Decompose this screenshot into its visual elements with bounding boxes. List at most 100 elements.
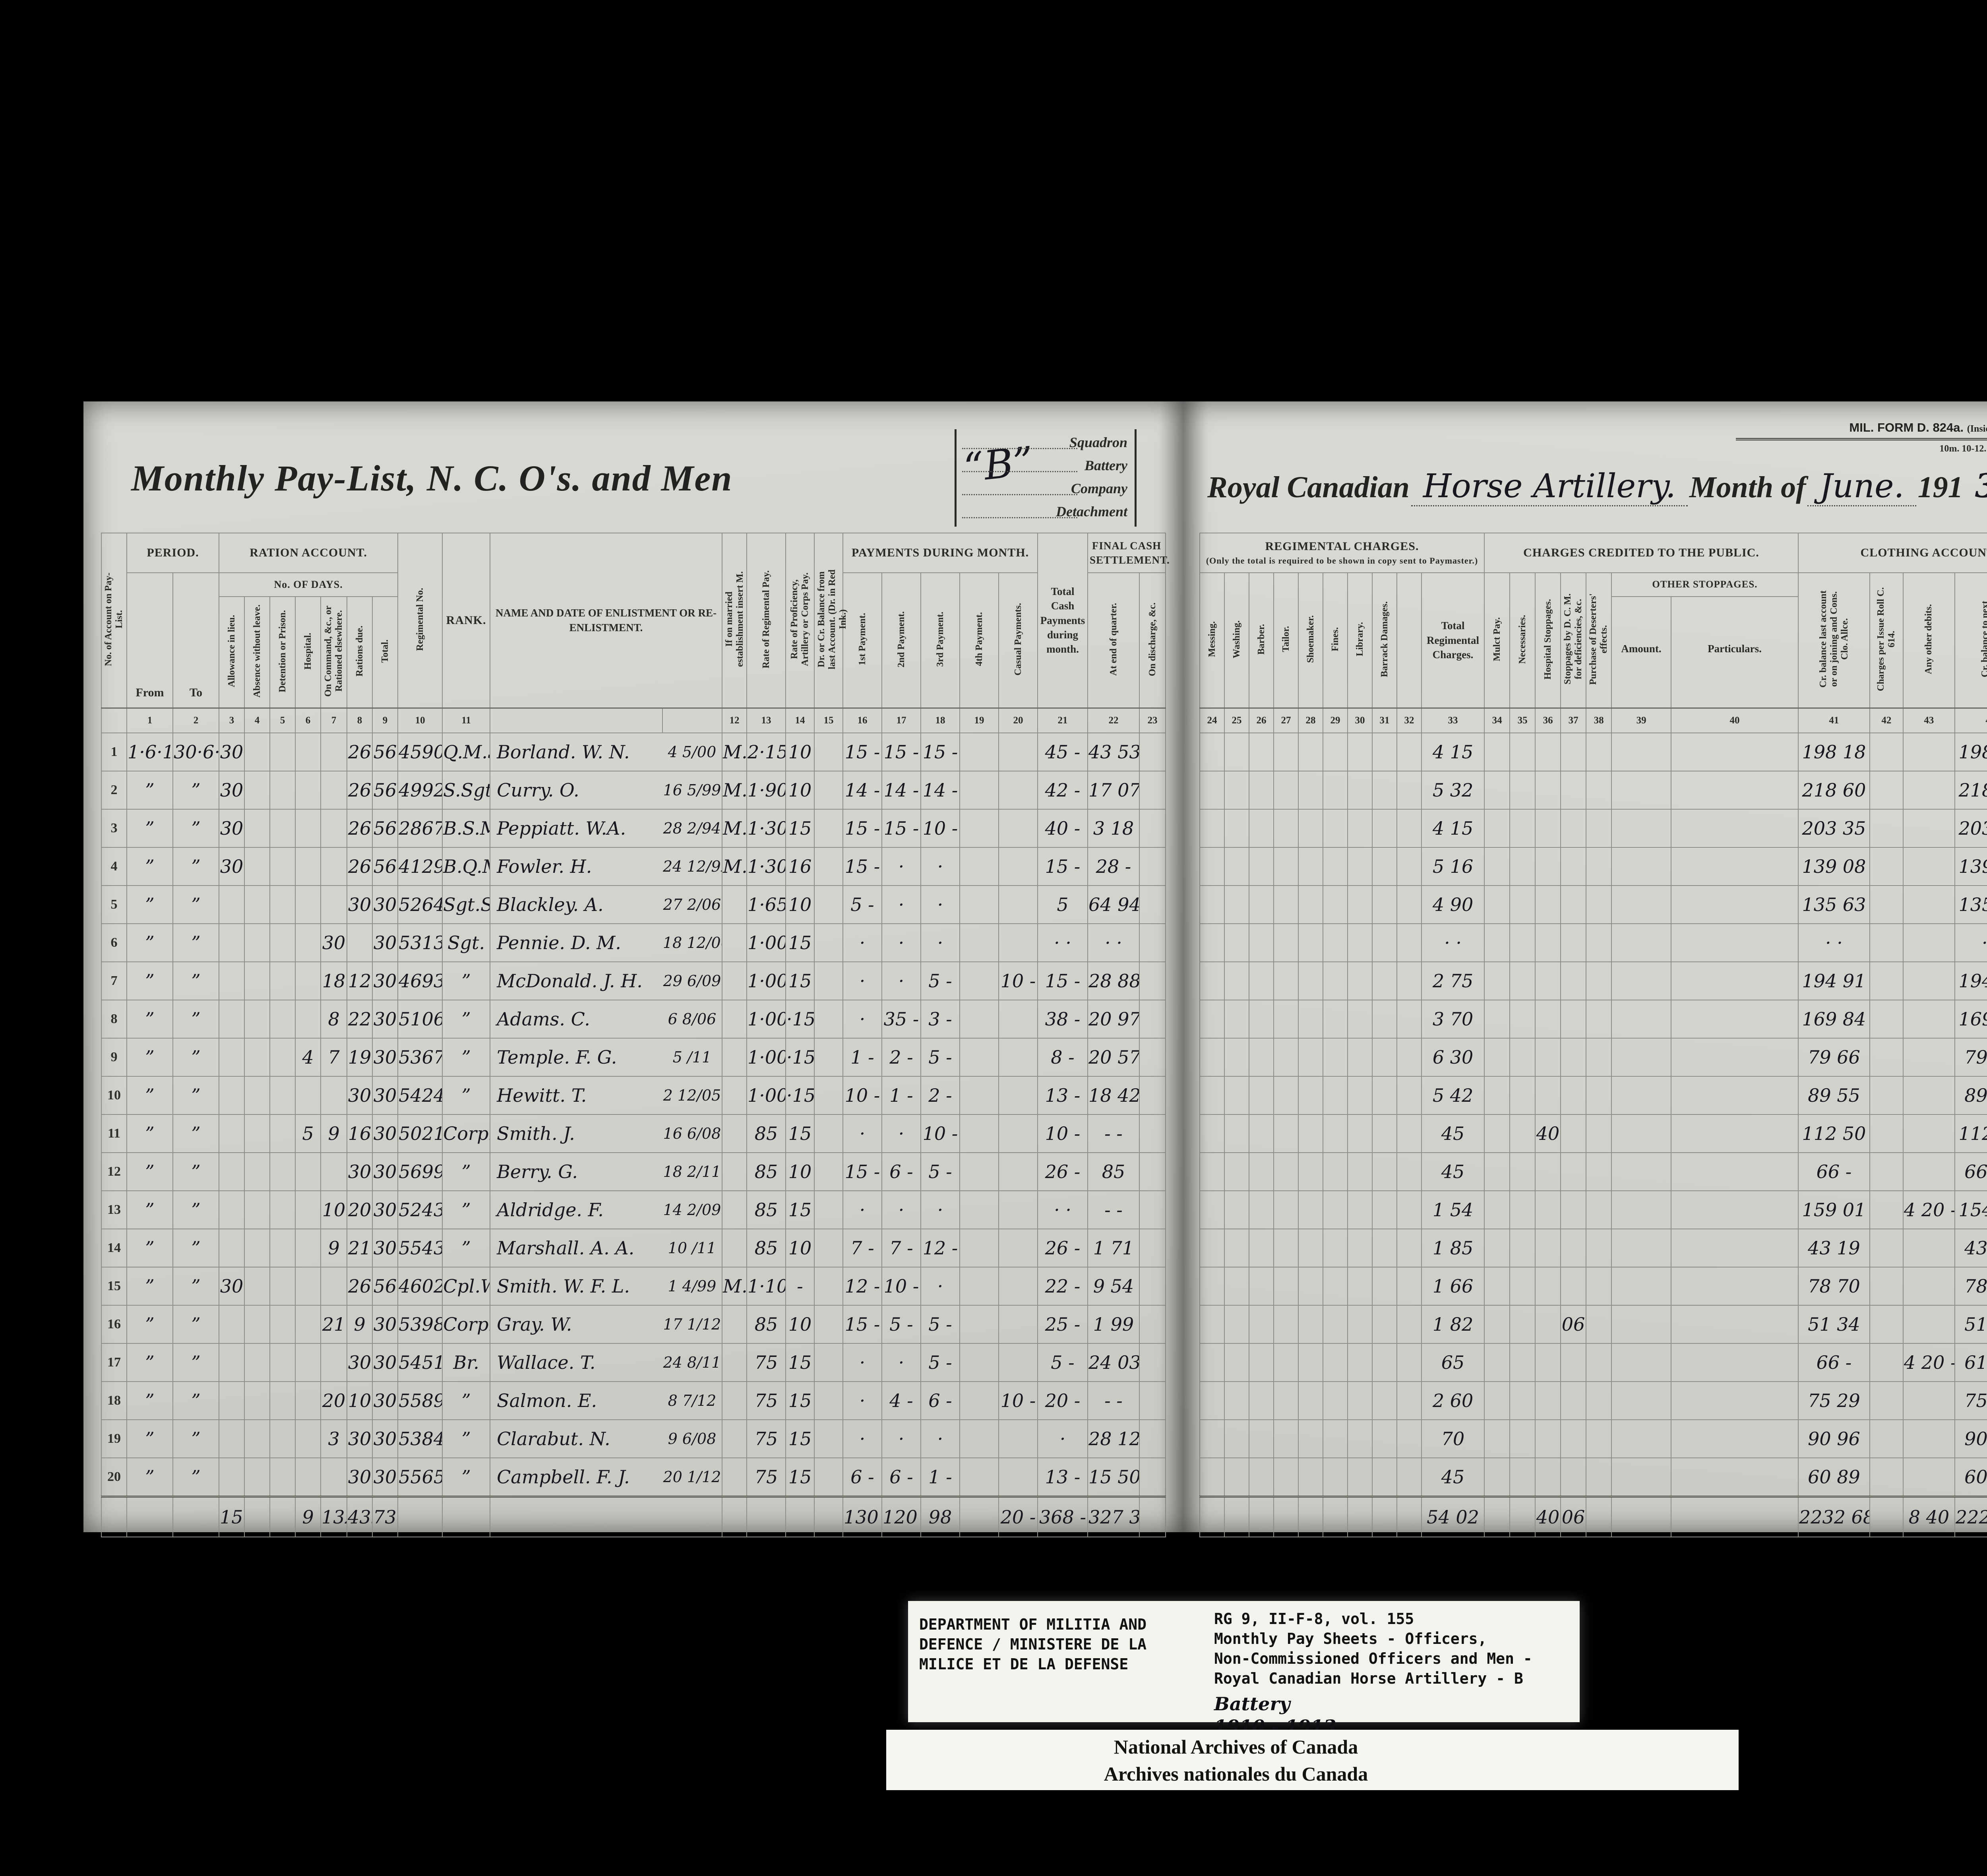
cell xyxy=(1139,1343,1166,1382)
cell xyxy=(1535,1381,1561,1420)
cell xyxy=(813,1495,843,1537)
cell: 75 29 xyxy=(1797,1381,1870,1420)
cell xyxy=(1560,1457,1587,1497)
cell xyxy=(295,1266,321,1306)
cell: 45 xyxy=(1421,1152,1485,1191)
table-row: 13”” 10 20 30 5243” Aldridge. F. 14 2/09 85 15 · ·… xyxy=(101,1190,1166,1229)
cell: 1 - xyxy=(842,1037,882,1077)
cell: 150 xyxy=(219,1495,245,1537)
col-group-no-of-days: No. OF DAYS. xyxy=(218,572,399,597)
cell xyxy=(1535,1190,1561,1229)
cell: 4129 xyxy=(397,847,443,886)
cell: 18 2/11 xyxy=(662,1152,722,1191)
cell xyxy=(1273,1457,1299,1497)
cell: 17 07 xyxy=(1087,770,1140,810)
cell: 43 19 xyxy=(1954,1228,1987,1267)
cell: 198 18 xyxy=(1797,732,1870,771)
cell xyxy=(998,808,1038,848)
cell xyxy=(1249,808,1274,848)
cell xyxy=(1249,847,1274,886)
cell xyxy=(998,885,1038,924)
cell xyxy=(269,1343,296,1382)
table-row: 12”” 30 30 5699” Berry. G. 18 2/11 85 10 15 -6 -… xyxy=(101,1152,1166,1191)
cell: 10 xyxy=(101,1076,127,1115)
cell xyxy=(269,1037,296,1077)
cell xyxy=(172,1495,219,1537)
cell xyxy=(219,1343,245,1382)
cell xyxy=(1347,1076,1373,1115)
cell xyxy=(269,808,296,848)
cell: · xyxy=(881,847,921,886)
cell: ” xyxy=(442,1190,491,1229)
cell xyxy=(1249,1304,1274,1344)
cell xyxy=(1273,770,1299,810)
cell xyxy=(1199,770,1225,810)
col-header-total-regimental: Total Regimental Charges. xyxy=(1421,572,1485,708)
cell xyxy=(1586,1190,1612,1229)
cell xyxy=(269,1381,296,1420)
col-number: 43 xyxy=(1902,707,1955,733)
cell: ” xyxy=(442,1076,491,1115)
cell xyxy=(1298,732,1323,771)
cell: 5543 xyxy=(397,1228,443,1267)
cell xyxy=(1347,923,1373,962)
cell xyxy=(1298,1228,1323,1267)
cell xyxy=(1509,1152,1536,1191)
pay-list-right-page: MIL. FORM D. 824a. (Inside sheets for D.… xyxy=(1183,401,1987,1537)
cell: 30 xyxy=(347,1076,373,1115)
cell: 13 xyxy=(101,1190,127,1229)
cell: ” xyxy=(172,1381,219,1420)
col-number: 3 xyxy=(219,707,245,733)
cell: 26 - xyxy=(1037,1228,1088,1267)
cell xyxy=(959,885,999,924)
cell: 26 xyxy=(347,1266,373,1306)
cell: 16 xyxy=(785,847,815,886)
cell xyxy=(1671,1343,1799,1382)
cell: 4602 xyxy=(397,1266,443,1306)
cell: 10 - xyxy=(842,1076,882,1115)
cell: 30 xyxy=(347,1343,373,1382)
cell xyxy=(1484,847,1511,886)
cell xyxy=(244,1228,270,1267)
cell xyxy=(1224,1419,1249,1458)
cell xyxy=(1560,1114,1587,1153)
table-row: 19”” 3 30 30 5384” Clarabut. N. 9 6/08 75 15 · · · ·… xyxy=(101,1419,1166,1458)
col-header-cr-balance-last: Cr. balance last account or on joining a… xyxy=(1797,572,1870,708)
cell xyxy=(662,1495,722,1537)
cell xyxy=(959,1304,999,1344)
col-number: 26 xyxy=(1249,707,1274,733)
cell: · xyxy=(842,923,882,962)
cell: ·15 xyxy=(785,1037,815,1077)
cell: M. xyxy=(721,732,747,771)
cell xyxy=(1902,1037,1955,1077)
cell xyxy=(269,1495,296,1537)
cell xyxy=(295,1381,321,1420)
cell xyxy=(1298,1114,1323,1153)
cell: 5699 xyxy=(397,1152,443,1191)
cell xyxy=(1396,999,1422,1039)
cell xyxy=(269,770,296,810)
cell xyxy=(1298,885,1323,924)
cell: Pennie. D. M. xyxy=(490,923,662,962)
cell xyxy=(1902,1228,1955,1267)
cell: 7 - xyxy=(842,1228,882,1267)
cell xyxy=(1586,923,1612,962)
cell xyxy=(1611,1076,1672,1115)
cell xyxy=(1396,1457,1422,1497)
cell: 9 xyxy=(320,1114,347,1153)
cell xyxy=(219,1114,245,1153)
cell xyxy=(1199,1037,1225,1077)
cell xyxy=(244,1190,270,1229)
cell: 20 57 xyxy=(1087,1037,1140,1077)
col-number: 16 xyxy=(842,707,882,733)
cell xyxy=(244,1114,270,1153)
cell xyxy=(295,1419,321,1458)
cell: 16 5/99 xyxy=(662,770,722,810)
cell: 130 - xyxy=(842,1495,882,1537)
cell xyxy=(1869,1114,1904,1153)
cell: 10 - xyxy=(920,1114,960,1153)
cell xyxy=(1273,1381,1299,1420)
cell xyxy=(1484,732,1511,771)
cell: 85 xyxy=(746,1304,786,1344)
cell xyxy=(1273,1304,1299,1344)
